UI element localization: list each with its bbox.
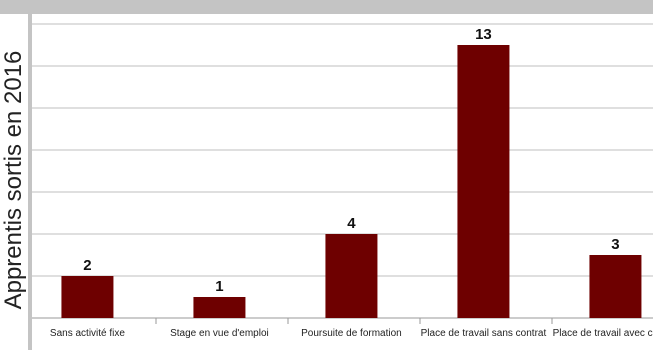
x-tick-label: Sans activité fixe: [50, 328, 125, 339]
data-label: 4: [347, 215, 356, 232]
bar: [589, 255, 642, 318]
x-tick-label: Place de travail sans contrat: [421, 328, 547, 339]
data-label: 3: [611, 236, 619, 253]
chart-frame-top: [0, 0, 653, 14]
bar: [61, 276, 114, 318]
x-tick-label: Stage en vue d'emploi: [170, 328, 269, 339]
data-label: 13: [475, 26, 492, 43]
y-axis-label: Apprentis sortis en 2016: [0, 50, 27, 310]
bar: [193, 297, 246, 318]
data-label: 1: [215, 278, 223, 295]
data-label: 2: [83, 257, 91, 274]
chart-frame-left: [28, 14, 32, 350]
bar: [457, 45, 510, 318]
x-tick-label: Place de travail avec contrat: [553, 328, 653, 339]
x-tick-label: Poursuite de formation: [301, 328, 402, 339]
bar: [325, 234, 378, 318]
